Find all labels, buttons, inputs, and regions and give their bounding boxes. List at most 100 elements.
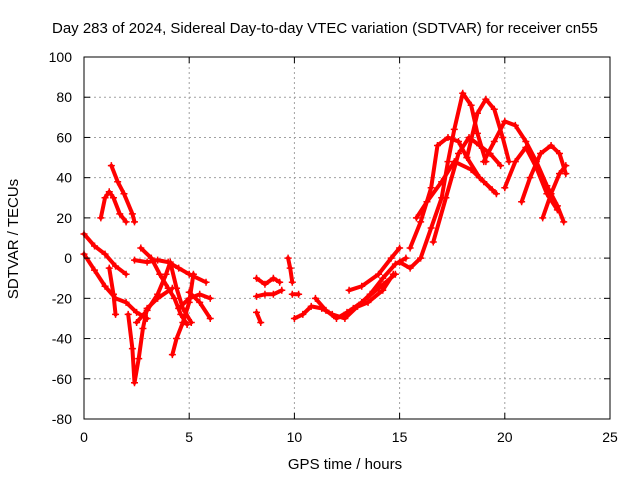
data-point — [139, 325, 147, 332]
data-point — [290, 314, 298, 322]
data-point — [499, 133, 507, 141]
x-tick-label: 5 — [185, 429, 193, 445]
data-point — [417, 218, 425, 226]
series-line — [254, 288, 284, 299]
data-point — [497, 162, 505, 170]
data-point — [444, 133, 452, 141]
data-point — [307, 302, 315, 310]
data-point — [473, 109, 481, 117]
data-point — [183, 320, 191, 328]
data-point — [562, 170, 570, 178]
data-point — [187, 318, 195, 326]
data-point — [261, 280, 269, 288]
data-point — [257, 318, 265, 326]
data-point — [101, 250, 109, 258]
data-point — [253, 274, 261, 282]
data-point — [299, 310, 307, 318]
series-line — [414, 159, 499, 220]
series-line — [351, 272, 396, 311]
data-point — [311, 294, 319, 302]
series-arc-22 — [396, 89, 490, 272]
data-point — [276, 278, 284, 286]
series-line — [519, 143, 568, 204]
data-point — [269, 290, 277, 298]
plot-area — [80, 89, 570, 387]
data-point — [120, 190, 128, 198]
data-point — [253, 292, 261, 300]
data-point — [288, 278, 296, 286]
data-point — [179, 318, 187, 326]
data-point — [482, 95, 490, 103]
data-point — [423, 198, 431, 206]
series-line — [540, 163, 568, 220]
series-arc-8 — [137, 244, 191, 328]
data-point — [109, 194, 117, 202]
y-tick-label: -40 — [52, 331, 72, 347]
data-point — [112, 310, 120, 318]
data-point — [402, 254, 410, 262]
series-arc-20 — [345, 244, 404, 294]
data-point — [112, 262, 120, 270]
data-point — [101, 194, 109, 202]
data-point — [97, 214, 105, 222]
data-point — [343, 308, 351, 316]
data-point — [476, 141, 484, 149]
data-point — [562, 162, 570, 170]
x-tick-label: 20 — [497, 429, 513, 445]
data-point — [122, 270, 130, 278]
x-tick-label: 0 — [80, 429, 88, 445]
data-point — [278, 286, 286, 294]
series-arc-30 — [539, 162, 570, 222]
y-tick-label: 20 — [56, 210, 72, 226]
data-point — [433, 141, 441, 149]
data-point — [206, 314, 214, 322]
data-point — [202, 278, 210, 286]
data-point — [349, 304, 357, 312]
data-point — [154, 256, 162, 264]
data-point — [185, 288, 193, 296]
data-point — [133, 308, 141, 316]
series-arc-4 — [107, 162, 138, 226]
data-point — [130, 218, 138, 226]
data-point — [185, 294, 193, 302]
data-point — [101, 282, 109, 290]
data-point — [284, 254, 292, 262]
data-point — [341, 314, 349, 322]
data-point — [345, 286, 353, 294]
data-point — [438, 178, 446, 186]
series-arc-3 — [97, 188, 130, 226]
series-arc-15 — [253, 308, 265, 326]
data-point — [105, 264, 113, 272]
data-point — [375, 284, 383, 292]
data-point — [490, 137, 498, 145]
data-point — [130, 379, 138, 387]
data-point — [175, 304, 183, 312]
data-point — [107, 162, 115, 170]
grid — [84, 57, 610, 419]
data-point — [518, 198, 526, 206]
data-point — [196, 298, 204, 306]
x-tick-label: 25 — [602, 429, 618, 445]
data-point — [396, 244, 404, 252]
data-point — [379, 286, 387, 294]
data-point — [143, 258, 151, 266]
x-axis-label: GPS time / hours — [288, 456, 402, 473]
data-point — [114, 178, 122, 186]
data-point — [128, 210, 136, 218]
chart-title: Day 283 of 2024, Sidereal Day-to-day VTE… — [52, 20, 598, 37]
data-point — [417, 254, 425, 262]
data-point — [137, 244, 145, 252]
data-point — [295, 290, 303, 298]
data-point — [135, 355, 143, 363]
data-point — [170, 294, 178, 302]
data-point — [91, 266, 99, 274]
data-point — [556, 150, 564, 158]
series-arc-16 — [284, 254, 296, 286]
data-point — [196, 290, 204, 298]
data-point — [173, 335, 181, 343]
series-arc-1 — [80, 230, 130, 278]
series-line — [254, 276, 282, 287]
data-point — [166, 258, 174, 266]
data-point — [480, 158, 488, 166]
data-point — [109, 290, 117, 298]
